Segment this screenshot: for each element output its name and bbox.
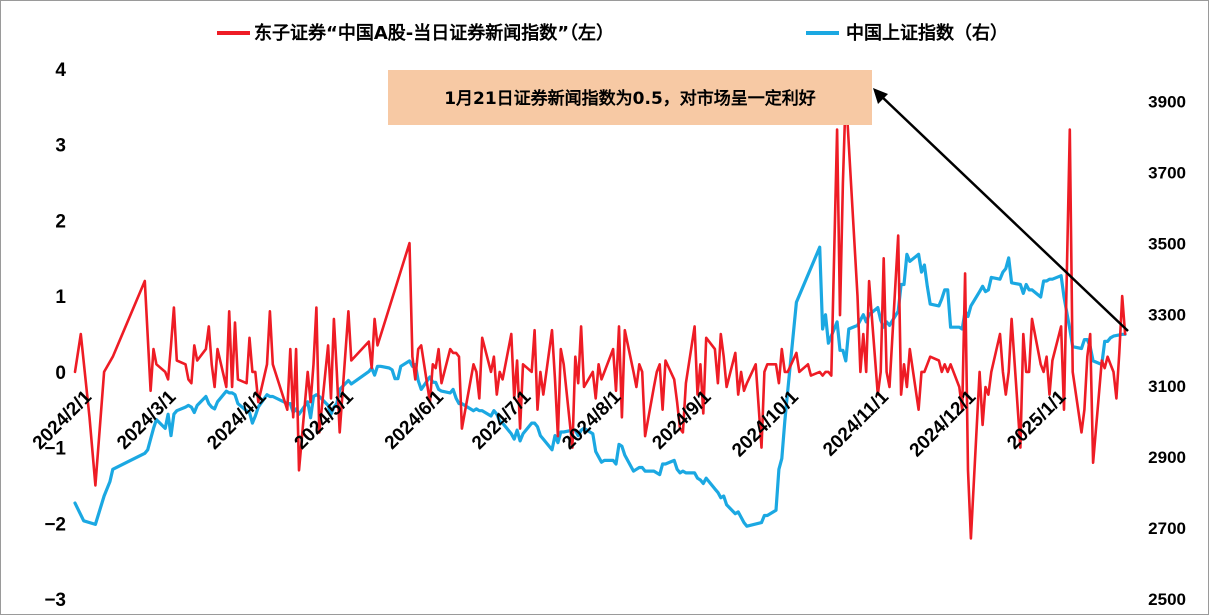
annotation-text: 1月21日证券新闻指数为0.5，对市场呈一定利好 <box>444 88 816 109</box>
left-axis-ticks: 4 3 2 1 0 −1 −2 −3 <box>44 60 66 611</box>
left-tick-label: 1 <box>55 287 66 308</box>
right-axis-ticks: 3900 3700 3500 3300 3100 2900 2700 2500 <box>1148 93 1186 609</box>
left-tick-label: −1 <box>44 439 66 460</box>
left-tick-label: 2 <box>55 211 66 232</box>
right-tick-label: 3100 <box>1148 377 1186 396</box>
right-tick-label: 3500 <box>1148 235 1186 254</box>
series-line-news-index <box>73 90 1127 540</box>
right-tick-label: 3900 <box>1148 93 1186 112</box>
annotation-arrow-line <box>879 94 1129 332</box>
annotation: 1月21日证券新闻指数为0.5，对市场呈一定利好 <box>388 70 1129 332</box>
left-tick-label: −3 <box>44 590 66 611</box>
right-tick-label: 2900 <box>1148 448 1186 467</box>
legend-label-news-index: 东子证券“中国A股-当日证券新闻指数”（左） <box>254 22 614 44</box>
left-tick-label: 0 <box>55 363 66 384</box>
right-tick-label: 3300 <box>1148 306 1186 325</box>
right-tick-label: 2500 <box>1148 590 1186 609</box>
legend-label-shanghai-index: 中国上证指数（右） <box>846 22 1008 44</box>
series-layer <box>73 90 1127 540</box>
left-tick-label: 4 <box>55 60 66 81</box>
right-tick-label: 2700 <box>1148 519 1186 538</box>
left-tick-label: −2 <box>44 514 66 535</box>
left-tick-label: 3 <box>55 136 66 157</box>
legend: 东子证券“中国A股-当日证券新闻指数”（左） 中国上证指数（右） <box>217 22 1008 44</box>
right-tick-label: 3700 <box>1148 164 1186 183</box>
annotation-box <box>388 70 872 125</box>
annotation-arrow-head <box>873 88 888 104</box>
